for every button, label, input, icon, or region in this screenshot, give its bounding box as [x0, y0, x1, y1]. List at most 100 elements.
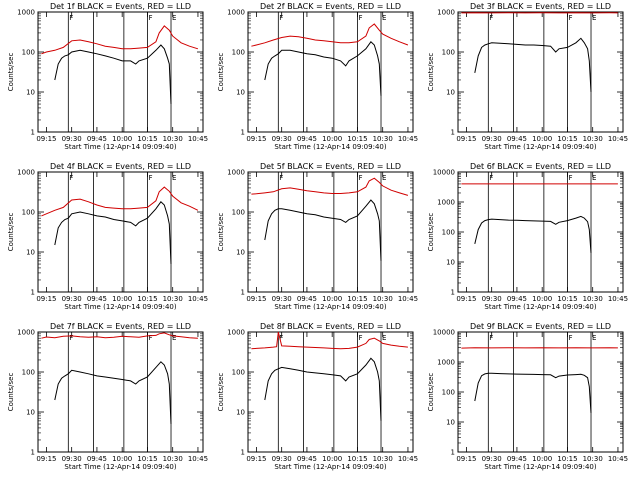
y-tick-label: 1: [241, 289, 245, 297]
series-events: [474, 372, 592, 414]
plot-frame: [247, 171, 414, 293]
x-tick-label: 10:00: [112, 295, 132, 303]
series-events: [264, 357, 382, 421]
plot-frame: [247, 11, 414, 133]
y-tick-label: 10: [236, 409, 245, 417]
y-tick-label: 1: [31, 289, 35, 297]
x-tick-label: 10:45: [398, 455, 418, 463]
x-axis-label: Start Time (12-Apr-14 09:09:40): [64, 303, 176, 311]
x-tick-label: 10:00: [532, 455, 552, 463]
y-tick-label: 1000: [17, 9, 35, 17]
x-tick-label: 10:00: [322, 135, 342, 143]
y-axis-label: Counts/sec: [427, 213, 435, 252]
panel-2: Det 2f BLACK = Events, RED = LLD 1 10 100 10…: [217, 2, 418, 151]
panel-title: Det 6f BLACK = Events, RED = LLD: [470, 162, 611, 171]
y-tick-label: 100: [232, 209, 245, 217]
x-tick-label: 09:45: [507, 135, 527, 143]
x-tick-label: 10:30: [373, 455, 393, 463]
series-lld: [251, 177, 409, 196]
y-tick-label: 100: [442, 389, 455, 397]
x-tick-label: 10:15: [557, 455, 577, 463]
x-tick-label: 10:00: [322, 455, 342, 463]
x-tick-label: 10:30: [163, 455, 183, 463]
y-tick-label: 1: [451, 449, 455, 457]
x-tick-label: 09:30: [482, 455, 502, 463]
y-tick-label: 1000: [227, 9, 245, 17]
plot-frame: [37, 11, 204, 133]
y-tick-label: 1: [31, 449, 35, 457]
x-tick-label: 09:15: [246, 295, 266, 303]
x-axis-label: Start Time (12-Apr-14 09:09:40): [484, 303, 596, 311]
series-events: [474, 215, 592, 254]
x-axis-label: Start Time (12-Apr-14 09:09:40): [484, 463, 596, 471]
y-tick-label: 1000: [227, 169, 245, 177]
marker-label: F: [279, 334, 283, 342]
panel-4: Det 4f BLACK = Events, RED = LLD 1 10 100 10…: [7, 162, 208, 311]
plot-frame: [247, 331, 414, 453]
panel-title: Det 3f BLACK = Events, RED = LLD: [470, 2, 611, 11]
y-tick-label: 1000: [17, 329, 35, 337]
x-tick-label: 10:15: [137, 455, 157, 463]
panel-7: Det 7f BLACK = Events, RED = LLD 1 10 100 10…: [7, 322, 208, 471]
series-lld: [41, 332, 198, 339]
y-tick-label: 1000: [437, 9, 455, 17]
x-tick-label: 10:00: [112, 135, 132, 143]
x-tick-label: 10:00: [322, 295, 342, 303]
x-axis-label: Start Time (12-Apr-14 09:09:40): [64, 463, 176, 471]
y-axis-label: Counts/sec: [427, 373, 435, 412]
x-tick-label: 10:45: [608, 135, 628, 143]
y-tick-label: 1: [31, 129, 35, 137]
x-tick-label: 10:30: [583, 455, 603, 463]
y-tick-label: 100: [22, 209, 35, 217]
marker-label: F: [489, 334, 493, 342]
y-tick-label: 100: [232, 49, 245, 57]
marker-label: F: [489, 14, 493, 22]
y-tick-label: 10: [26, 409, 35, 417]
x-tick-label: 10:45: [188, 295, 208, 303]
y-tick-label: 1: [451, 129, 455, 137]
x-tick-label: 09:30: [482, 295, 502, 303]
y-tick-label: 100: [442, 229, 455, 237]
y-tick-label: 1000: [437, 199, 455, 207]
y-tick-label: 1: [241, 129, 245, 137]
panel-title: Det 8f BLACK = Events, RED = LLD: [260, 322, 401, 331]
y-tick-label: 10: [26, 89, 35, 97]
panel-title: Det 2f BLACK = Events, RED = LLD: [260, 2, 401, 11]
y-tick-label: 100: [22, 49, 35, 57]
panel-title: Det 4f BLACK = Events, RED = LLD: [50, 162, 191, 171]
marker-label: F: [358, 14, 362, 22]
y-axis-label: Counts/sec: [217, 213, 225, 252]
x-tick-label: 10:15: [347, 135, 367, 143]
series-events: [54, 44, 172, 105]
y-tick-label: 100: [232, 369, 245, 377]
marker-label: F: [489, 174, 493, 182]
y-tick-label: 100: [22, 369, 35, 377]
x-tick-label: 10:00: [112, 455, 132, 463]
y-axis-label: Counts/sec: [7, 213, 15, 252]
marker-label: E: [172, 14, 176, 22]
plot-frame: [37, 331, 204, 453]
series-events: [264, 41, 382, 96]
marker-label: E: [382, 334, 386, 342]
x-tick-label: 09:30: [62, 295, 82, 303]
x-tick-label: 10:30: [373, 135, 393, 143]
y-tick-label: 10: [446, 89, 455, 97]
x-tick-label: 09:45: [297, 135, 317, 143]
marker-label: E: [172, 334, 176, 342]
x-tick-label: 09:30: [62, 135, 82, 143]
x-axis-label: Start Time (12-Apr-14 09:09:40): [274, 143, 386, 151]
x-tick-label: 10:15: [347, 295, 367, 303]
panel-8: Det 8f BLACK = Events, RED = LLD 1 10 100 10…: [217, 322, 418, 471]
marker-label: F: [279, 14, 283, 22]
x-tick-label: 09:45: [87, 135, 107, 143]
x-tick-label: 10:30: [583, 295, 603, 303]
marker-label: F: [279, 174, 283, 182]
panel-6: Det 6f BLACK = Events, RED = LLD 1 10 100 10…: [427, 162, 628, 311]
x-tick-label: 10:45: [398, 295, 418, 303]
marker-label: E: [382, 14, 386, 22]
x-tick-label: 09:45: [507, 455, 527, 463]
y-axis-label: Counts/sec: [7, 373, 15, 412]
panel-title: Det 1f BLACK = Events, RED = LLD: [50, 2, 191, 11]
x-tick-label: 09:45: [297, 455, 317, 463]
